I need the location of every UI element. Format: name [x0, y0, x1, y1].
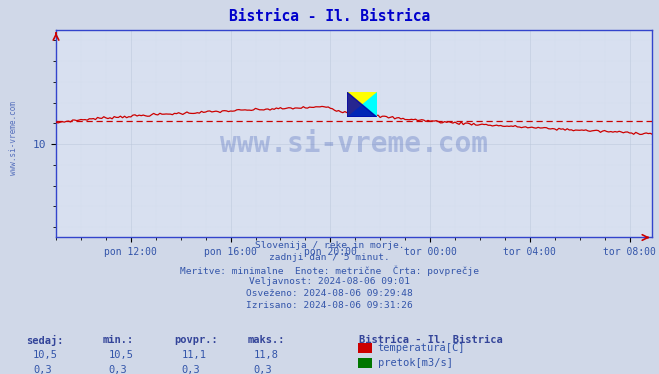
Text: 0,3: 0,3: [109, 365, 127, 374]
Text: 0,3: 0,3: [33, 365, 51, 374]
Text: Veljavnost: 2024-08-06 09:01: Veljavnost: 2024-08-06 09:01: [249, 277, 410, 286]
Text: www.si-vreme.com: www.si-vreme.com: [220, 130, 488, 158]
Text: Slovenija / reke in morje.: Slovenija / reke in morje.: [255, 241, 404, 250]
Text: 10,5: 10,5: [109, 350, 134, 361]
Text: Bistrica - Il. Bistrica: Bistrica - Il. Bistrica: [359, 335, 503, 345]
Text: maks.:: maks.:: [247, 335, 285, 345]
Text: Osveženo: 2024-08-06 09:29:48: Osveženo: 2024-08-06 09:29:48: [246, 289, 413, 298]
Text: Meritve: minimalne  Enote: metrične  Črta: povprečje: Meritve: minimalne Enote: metrične Črta:…: [180, 265, 479, 276]
Text: www.si-vreme.com: www.si-vreme.com: [9, 101, 18, 175]
Polygon shape: [347, 92, 377, 117]
Text: Izrisano: 2024-08-06 09:31:26: Izrisano: 2024-08-06 09:31:26: [246, 301, 413, 310]
Polygon shape: [347, 92, 377, 117]
Polygon shape: [347, 92, 377, 117]
Text: pretok[m3/s]: pretok[m3/s]: [378, 358, 453, 368]
Text: sedaj:: sedaj:: [26, 335, 64, 346]
Text: min.:: min.:: [102, 335, 133, 345]
Text: zadnji dan / 5 minut.: zadnji dan / 5 minut.: [269, 253, 390, 262]
Text: 11,1: 11,1: [181, 350, 206, 361]
Text: 11,8: 11,8: [254, 350, 279, 361]
Text: temperatura[C]: temperatura[C]: [378, 343, 465, 353]
Text: 10,5: 10,5: [33, 350, 58, 361]
Text: 0,3: 0,3: [181, 365, 200, 374]
Text: 0,3: 0,3: [254, 365, 272, 374]
Text: povpr.:: povpr.:: [175, 335, 218, 345]
Text: Bistrica - Il. Bistrica: Bistrica - Il. Bistrica: [229, 9, 430, 24]
